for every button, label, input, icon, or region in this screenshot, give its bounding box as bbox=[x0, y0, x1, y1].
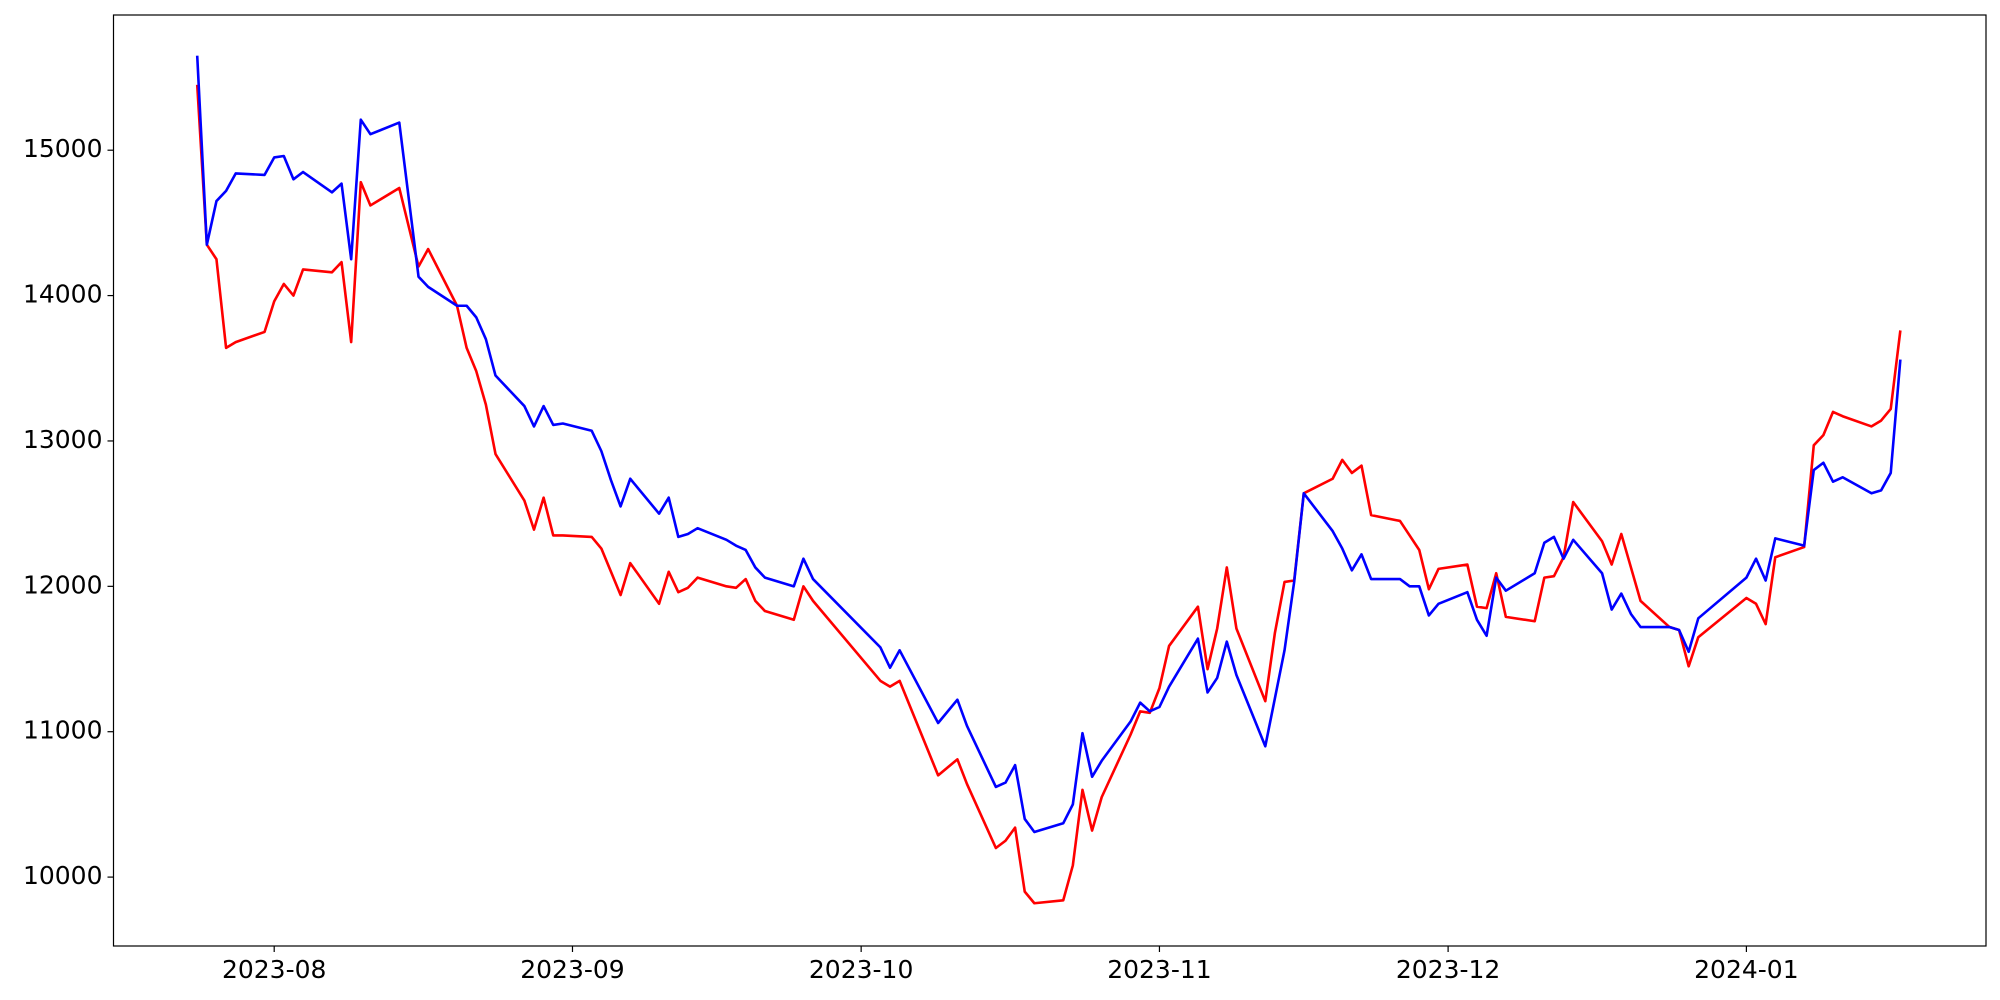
data-line bbox=[195, 84, 1902, 905]
x-tick-label: 2023-08 bbox=[222, 955, 326, 984]
y-tick-label: 10000 bbox=[23, 861, 103, 890]
data-line bbox=[195, 55, 1902, 834]
x-tick-label: 2023-12 bbox=[1396, 955, 1500, 984]
x-tick-label: 2023-09 bbox=[520, 955, 624, 984]
y-tick-label: 13000 bbox=[23, 425, 103, 454]
y-tick-label: 15000 bbox=[23, 134, 103, 163]
x-tick-label: 2024-01 bbox=[1694, 955, 1798, 984]
x-tick-label: 2023-11 bbox=[1107, 955, 1211, 984]
plot-frame bbox=[112, 14, 1987, 947]
y-tick-label: 14000 bbox=[23, 280, 103, 309]
x-tick-label: 2023-10 bbox=[809, 955, 913, 984]
y-tick-label: 12000 bbox=[23, 570, 103, 599]
y-tick-label: 11000 bbox=[23, 716, 103, 745]
